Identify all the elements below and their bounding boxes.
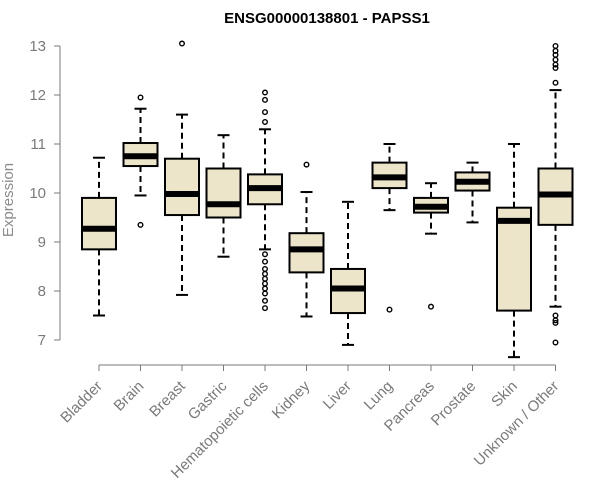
y-axis: 7 8 9 10 11 12 13 (29, 38, 61, 349)
box-breast (164, 40, 200, 296)
y-tick-label: 7 (38, 332, 46, 349)
outlier-point (137, 221, 144, 228)
outlier-point (262, 258, 269, 265)
outlier-point (262, 290, 269, 297)
box-lung (371, 143, 408, 313)
outlier-point (262, 297, 269, 304)
box-gastric (205, 134, 242, 258)
iqr-box (164, 157, 200, 217)
outlier-point (552, 79, 559, 86)
chart-title: ENSG00000138801 - PAPSS1 (224, 10, 430, 27)
outlier-point (552, 51, 559, 58)
outlier-point (428, 303, 435, 310)
box-kidney (288, 161, 325, 318)
outlier-point (552, 319, 559, 326)
y-tick-label: 8 (38, 283, 46, 300)
x-tick-label: Lung (361, 378, 397, 414)
x-tick-label: Brain (111, 378, 148, 415)
outlier-point (262, 251, 269, 258)
x-tick-label: Bladder (57, 378, 106, 427)
outlier-point (262, 270, 269, 277)
y-tick-label: 12 (29, 87, 46, 104)
x-tick-label: Prostate (428, 378, 480, 430)
outlier-point (262, 285, 269, 292)
outlier-point (262, 305, 269, 312)
box-pancreas (413, 182, 449, 310)
y-axis-label: Expression (0, 163, 17, 237)
box-bladder (81, 156, 117, 317)
outlier-point (262, 109, 269, 116)
box-brain (122, 94, 159, 228)
box-skin (496, 143, 532, 359)
x-tick-label: Skin (488, 378, 521, 411)
outlier-point (552, 43, 559, 50)
outlier-point (552, 317, 559, 324)
outlier-point (552, 65, 559, 72)
y-tick-label: 9 (38, 234, 46, 251)
outlier-point (262, 280, 269, 287)
x-tick-label: Kidney (269, 377, 314, 422)
box-prostate (454, 161, 491, 224)
x-tick-label: Breast (146, 377, 189, 420)
outlier-point (552, 339, 559, 346)
iqr-box (205, 167, 242, 219)
iqr-box (81, 196, 117, 251)
outlier-point (262, 118, 269, 125)
outlier-point (552, 312, 559, 319)
box-liver (330, 200, 366, 346)
box-hematopoietic-cells (247, 89, 283, 312)
outlier-point (137, 94, 144, 101)
iqr-box (288, 232, 325, 274)
outlier-point (552, 61, 559, 68)
outlier-point (262, 265, 269, 272)
y-tick-label: 10 (29, 185, 46, 202)
outlier-point (262, 89, 269, 96)
outlier-point (552, 56, 559, 63)
outlier-point (303, 161, 310, 168)
iqr-box (496, 206, 532, 312)
outlier-point (178, 40, 185, 47)
y-tick-label: 11 (30, 136, 46, 153)
outlier-point (262, 96, 269, 103)
outlier-point (262, 275, 269, 282)
box-unknown-other (537, 43, 574, 346)
boxes-group (81, 40, 574, 359)
outlier-point (386, 306, 393, 313)
x-tick-label: Liver (320, 378, 355, 413)
y-tick-label: 13 (29, 38, 46, 55)
